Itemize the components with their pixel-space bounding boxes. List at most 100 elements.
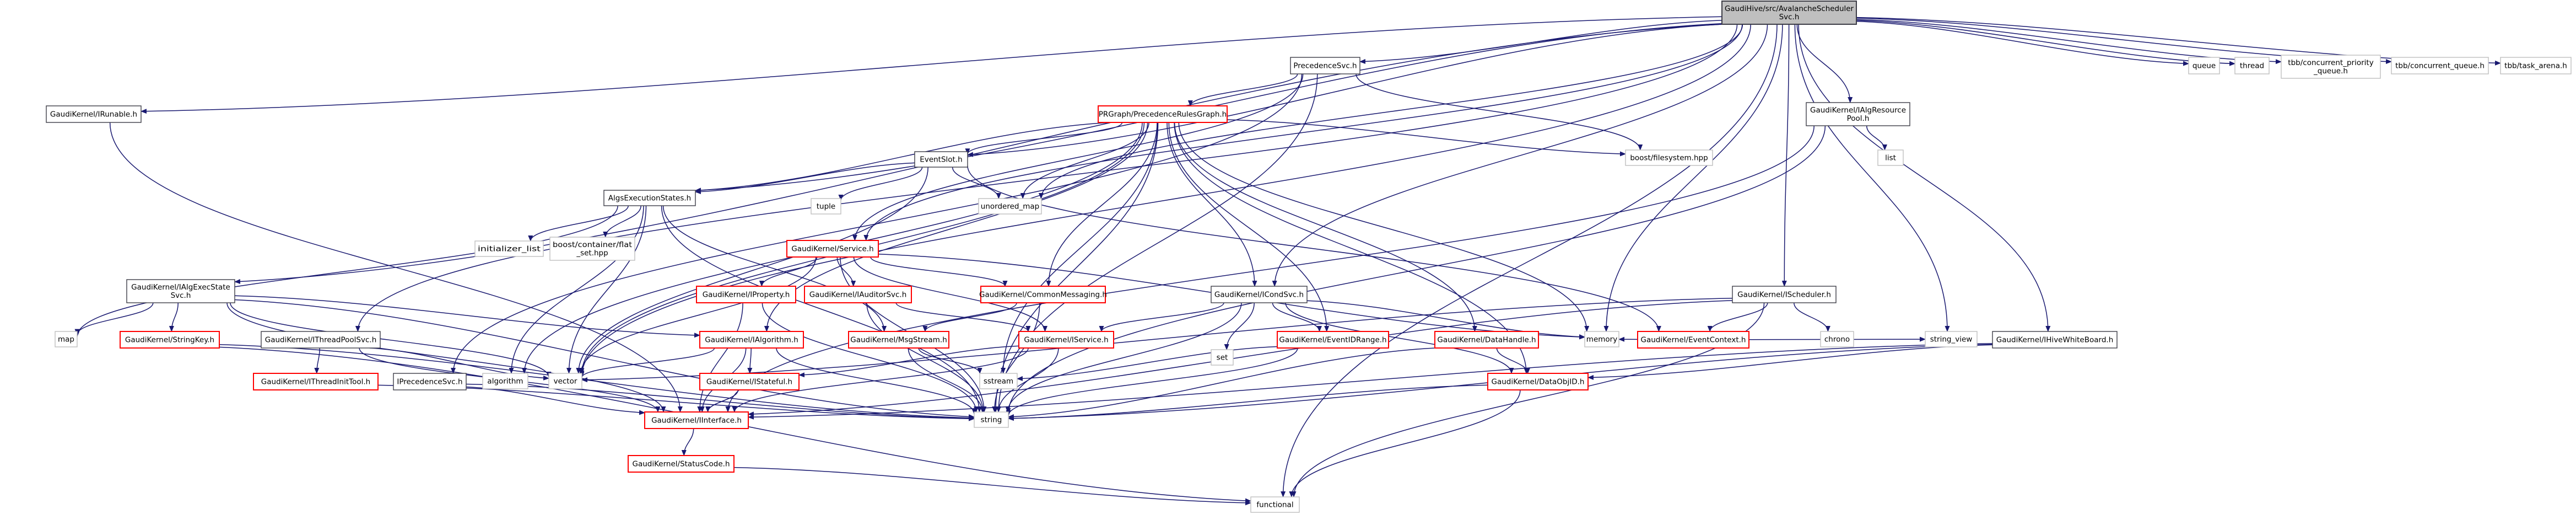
graph-node-msgstream[interactable]: GaudiKernel/MsgStream.h bbox=[848, 331, 949, 349]
graph-node-boost_flat_set: boost/container/flat_set.hpp bbox=[549, 237, 635, 261]
graph-node-label: GaudiKernel/StatusCode.h bbox=[633, 460, 730, 469]
include-edge-prgraph-to-unordered_map bbox=[1020, 122, 1149, 199]
graph-node-box bbox=[2391, 57, 2489, 74]
graph-node-thread: thread bbox=[2234, 57, 2270, 74]
graph-node-box bbox=[120, 331, 220, 349]
graph-node-tbb_ta: tbb/task_arena.h bbox=[2500, 57, 2572, 74]
graph-node-tbb_cpq: tbb/concurrent_priority_queue.h bbox=[2281, 55, 2381, 79]
graph-node-ialgorithm[interactable]: GaudiKernel/IAlgorithm.h bbox=[699, 331, 804, 349]
graph-node-label: GaudiKernel/IThreadInitTool.h bbox=[261, 378, 370, 387]
graph-node-iinterface[interactable]: GaudiKernel/IInterface.h bbox=[644, 411, 749, 429]
include-edge-ischeduler-to-iinterface bbox=[748, 300, 1733, 417]
graph-node-box bbox=[1098, 105, 1228, 123]
graph-node-eventidrange[interactable]: GaudiKernel/EventIDRange.h bbox=[1277, 331, 1389, 349]
graph-node-label: GaudiKernel/IService.h bbox=[1024, 336, 1108, 345]
graph-node-label: AlgsExecutionStates.h bbox=[608, 194, 691, 203]
include-edge-service-to-vector bbox=[578, 256, 817, 374]
graph-node-label: PrecedenceSvc.h bbox=[1293, 62, 1357, 71]
graph-node-iproperty[interactable]: GaudiKernel/IProperty.h bbox=[696, 286, 796, 303]
graph-node-tuple: tuple bbox=[811, 198, 841, 215]
graph-node-datahandle[interactable]: GaudiKernel/DataHandle.h bbox=[1434, 331, 1539, 349]
include-edge-prgraph-to-commonmessaging bbox=[1046, 122, 1158, 287]
include-edge-ihivewhiteboard-to-dataobjid bbox=[1587, 344, 1993, 380]
graph-node-iauditorsvc[interactable]: GaudiKernel/IAuditorSvc.h bbox=[804, 286, 912, 303]
graph-node-box bbox=[811, 198, 841, 215]
graph-node-ischeduler[interactable]: GaudiKernel/IScheduler.h bbox=[1732, 286, 1837, 303]
graph-node-label: chrono bbox=[1824, 335, 1850, 344]
graph-node-box bbox=[1277, 331, 1389, 349]
include-edge-prgraph-to-string bbox=[993, 122, 1159, 413]
include-edge-ialgexecstatesvc-to-iinterface bbox=[226, 302, 666, 413]
include-edge-ihivewhiteboard-to-iinterface bbox=[748, 342, 1993, 420]
graph-node-istateful[interactable]: GaudiKernel/IStateful.h bbox=[699, 373, 800, 390]
graph-node-icondsvc[interactable]: GaudiKernel/ICondSvc.h bbox=[1211, 286, 1308, 303]
graph-node-functional: functional bbox=[1250, 496, 1300, 513]
graph-node-label: GaudiHive/src/AvalancheScheduler bbox=[1725, 4, 1854, 13]
include-edge-ialgresourcepool-to-list bbox=[1866, 125, 1887, 151]
include-edge-root-to-service bbox=[863, 24, 1743, 241]
include-edge-dataobjid-to-string bbox=[1008, 384, 1488, 421]
include-edge-root-to-ihivewhiteboard bbox=[1798, 24, 2051, 332]
include-edge-commonmessaging-to-msgstream bbox=[922, 302, 1017, 332]
include-edge-root-to-memory bbox=[1603, 24, 1783, 332]
include-edge-root-to-thread bbox=[1856, 20, 2235, 66]
graph-node-commonmessaging[interactable]: GaudiKernel/CommonMessaging.h bbox=[979, 286, 1107, 303]
graph-node-box bbox=[2500, 57, 2572, 74]
include-edge-root-to-queue bbox=[1856, 20, 2189, 66]
graph-node-chrono: chrono bbox=[1820, 331, 1854, 347]
include-edge-datahandle-to-dataobjid bbox=[1496, 347, 1531, 374]
graph-node-eventslot[interactable]: EventSlot.h bbox=[914, 151, 968, 168]
include-edge-msgstream-to-sstream bbox=[918, 347, 982, 374]
graph-node-box bbox=[126, 279, 235, 303]
graph-node-box bbox=[474, 240, 544, 257]
graph-node-ithreadinittool[interactable]: GaudiKernel/IThreadInitTool.h bbox=[253, 373, 379, 390]
include-edge-ialgexecstatesvc-to-vector bbox=[230, 302, 552, 378]
graph-node-set: set bbox=[1211, 349, 1234, 366]
graph-node-label: GaudiKernel/DataHandle.h bbox=[1437, 336, 1536, 345]
graph-node-label: GaudiKernel/DataObjID.h bbox=[1492, 378, 1585, 387]
graph-node-iservice[interactable]: GaudiKernel/IService.h bbox=[1018, 331, 1114, 349]
graph-node-eventcontext[interactable]: GaudiKernel/EventContext.h bbox=[1637, 331, 1749, 349]
graph-node-box bbox=[1211, 286, 1308, 303]
graph-node-iprecedencesvc[interactable]: IPrecedenceSvc.h bbox=[393, 373, 467, 390]
graph-node-label: GaudiKernel/Service.h bbox=[791, 245, 873, 254]
include-edge-root-to-tbb_ta bbox=[1856, 17, 2501, 66]
graph-node-box bbox=[1721, 1, 1857, 25]
graph-node-box bbox=[786, 240, 879, 258]
graph-node-label: boost/container/flat bbox=[553, 240, 632, 249]
graph-node-box bbox=[482, 373, 528, 389]
include-edge-eventslot-to-vector bbox=[576, 167, 928, 374]
graph-node-box bbox=[644, 411, 749, 429]
graph-node-string_view: string_view bbox=[1925, 331, 1978, 347]
graph-node-ihivewhiteboard[interactable]: GaudiKernel/IHiveWhiteBoard.h bbox=[1992, 331, 2118, 349]
include-edge-root-to-string_view bbox=[1794, 24, 1950, 332]
graph-node-label: string_view bbox=[1930, 335, 1973, 344]
graph-node-label: GaudiKernel/ICondSvc.h bbox=[1214, 291, 1304, 299]
graph-node-box bbox=[55, 331, 78, 347]
graph-node-stringkey[interactable]: GaudiKernel/StringKey.h bbox=[120, 331, 220, 349]
graph-node-box bbox=[1018, 331, 1114, 349]
graph-node-irunable[interactable]: GaudiKernel/IRunable.h bbox=[46, 105, 142, 123]
graph-node-label: Svc.h bbox=[171, 291, 191, 300]
graph-node-algsexecstates[interactable]: AlgsExecutionStates.h bbox=[603, 190, 696, 206]
graph-node-statuscode[interactable]: GaudiKernel/StatusCode.h bbox=[628, 455, 735, 473]
graph-nodes: GaudiHive/src/AvalancheSchedulerSvc.hPre… bbox=[46, 1, 2572, 513]
include-edge-ialgresourcepool-to-iinterface bbox=[725, 125, 1814, 413]
graph-node-prgraph[interactable]: PRGraph/PrecedenceRulesGraph.h bbox=[1098, 105, 1228, 123]
graph-node-label: sstream bbox=[984, 377, 1013, 386]
graph-node-ithreadpoolsvc[interactable]: GaudiKernel/IThreadPoolSvc.h bbox=[261, 331, 381, 349]
graph-node-box bbox=[848, 331, 949, 349]
include-edge-eventslot-to-tuple bbox=[838, 167, 923, 201]
include-edge-ialgresourcepool-to-string bbox=[1006, 125, 1826, 415]
graph-node-label: set bbox=[1217, 354, 1228, 362]
graph-node-box bbox=[1625, 149, 1713, 166]
graph-node-service[interactable]: GaudiKernel/Service.h bbox=[786, 240, 879, 258]
graph-node-label: GaudiKernel/IInterface.h bbox=[651, 416, 742, 425]
graph-node-dataobjid[interactable]: GaudiKernel/DataObjID.h bbox=[1487, 373, 1589, 390]
graph-node-label: thread bbox=[2240, 62, 2264, 71]
graph-node-precedencesvc[interactable]: PrecedenceSvc.h bbox=[1290, 57, 1360, 74]
